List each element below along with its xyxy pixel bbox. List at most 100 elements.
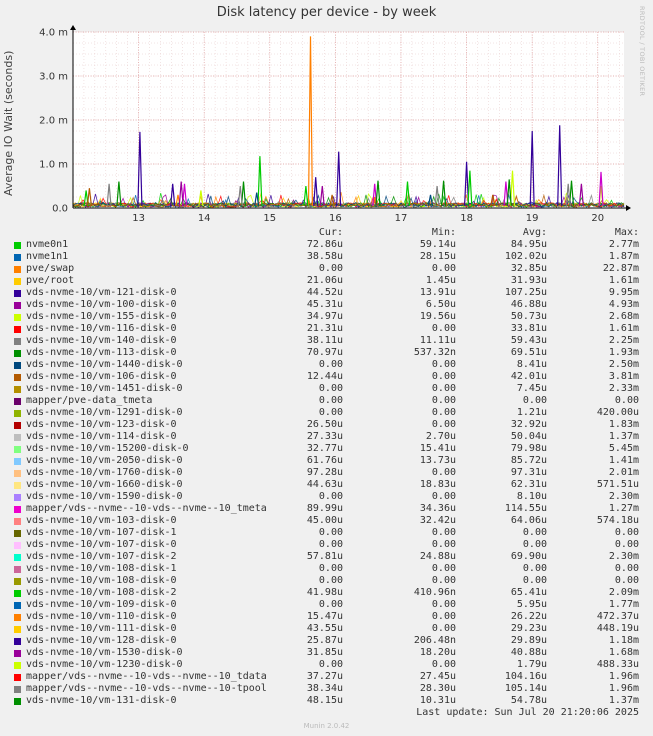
legend-value-cur: 27.33u: [306, 431, 343, 442]
legend-value-avg: 50.73u: [510, 311, 547, 322]
legend-value-cur: 48.15u: [306, 695, 343, 706]
legend-value-cur: 72.86u: [306, 239, 343, 250]
legend-item: vds-nvme-10/vm-108-disk-1 0.00 0.00 0.00 0.0…: [0, 563, 653, 575]
legend-value-avg: 33.81u: [510, 323, 547, 334]
legend-swatch: [14, 626, 21, 633]
legend-item: vds-nvme-10/vm-1760-disk-0 97.28u 0.00 97.3…: [0, 467, 653, 479]
legend-swatch: [14, 362, 21, 369]
legend-series-name: vds-nvme-10/vm-1660-disk-0: [26, 479, 183, 490]
legend-value-avg: 7.45u: [516, 383, 547, 394]
legend-value-cur: 37.27u: [306, 671, 343, 682]
legend-value-min: 0.00: [431, 491, 456, 502]
legend-series-name: vds-nvme-10/vm-140-disk-0: [26, 335, 177, 346]
legend-item: vds-nvme-10/vm-113-disk-0 70.97u 537.32n 69…: [0, 347, 653, 359]
legend-item: vds-nvme-10/vm-111-disk-0 43.55u 0.00 29.23…: [0, 623, 653, 635]
legend-value-cur: 26.50u: [306, 419, 343, 430]
legend-series-name: vds-nvme-10/vm-1291-disk-0: [26, 407, 183, 418]
legend-swatch: [14, 686, 21, 693]
series-spike: [434, 185, 440, 206]
series-spike: [257, 156, 263, 206]
legend-value-max: 1.83m: [608, 419, 639, 430]
y-axis-arrow: [70, 25, 76, 30]
series-spike: [313, 177, 319, 206]
legend-value-avg: 79.98u: [510, 443, 547, 454]
legend-item: vds-nvme-10/vm-107-disk-0 0.00 0.00 0.00 0.0…: [0, 539, 653, 551]
legend-value-max: 574.18u: [596, 515, 639, 526]
legend-value-min: 537.32n: [413, 347, 456, 358]
y-tick-label: 2.0 m: [39, 116, 68, 127]
legend-value-cur: 0.00: [318, 395, 343, 406]
legend-swatch: [14, 326, 21, 333]
legend-series-name: vds-nvme-10/vm-108-disk-2: [26, 587, 177, 598]
legend-item: vds-nvme-10/vm-100-disk-0 45.31u 6.50u 46.8…: [0, 299, 653, 311]
legend-value-avg: 40.88u: [510, 647, 547, 658]
legend-value-max: 1.37m: [608, 695, 639, 706]
legend-value-max: 1.87m: [608, 251, 639, 262]
legend-swatch: [14, 662, 21, 669]
legend-value-max: 1.96m: [608, 683, 639, 694]
legend-item: vds-nvme-10/vm-106-disk-0 12.44u 0.00 42.01…: [0, 371, 653, 383]
legend-value-cur: 0.00: [318, 527, 343, 538]
legend-series-name: nvme0n1: [26, 239, 69, 250]
legend-item: vds-nvme-10/vm-110-disk-0 15.47u 0.00 26.22…: [0, 611, 653, 623]
series-spike: [307, 36, 313, 206]
legend-value-cur: 0.00: [318, 263, 343, 274]
legend-value-avg: 0.00: [522, 563, 547, 574]
legend-series-name: vds-nvme-10/vm-107-disk-1: [26, 527, 177, 538]
series-spike: [336, 151, 342, 206]
legend-value-min: 0.00: [431, 359, 456, 370]
series-spike: [319, 185, 325, 206]
legend-value-cur: 15.47u: [306, 611, 343, 622]
legend-value-min: 1.45u: [425, 275, 456, 286]
legend-value-avg: 1.79u: [516, 659, 547, 670]
legend-item: vds-nvme-10/vm-116-disk-0 21.31u 0.00 33.81…: [0, 323, 653, 335]
legend-value-max: 2.77m: [608, 239, 639, 250]
legend-value-min: 18.20u: [419, 647, 456, 658]
legend-value-cur: 57.81u: [306, 551, 343, 562]
x-axis-arrow: [626, 205, 631, 211]
legend-swatch: [14, 578, 21, 585]
legend-value-cur: 34.97u: [306, 311, 343, 322]
legend-value-min: 0.00: [431, 407, 456, 418]
legend-header-avg: Avg:: [522, 227, 547, 238]
legend-item: vds-nvme-10/vm-107-disk-1 0.00 0.00 0.00 0.0…: [0, 527, 653, 539]
legend-swatch: [14, 566, 21, 573]
legend-value-cur: 89.99u: [306, 503, 343, 514]
legend-value-max: 4.93m: [608, 299, 639, 310]
legend-value-min: 13.91u: [419, 287, 456, 298]
legend-swatch: [14, 482, 21, 489]
legend-series-name: vds-nvme-10/vm-121-disk-0: [26, 287, 177, 298]
series-spike: [106, 183, 112, 206]
legend-value-cur: 0.00: [318, 659, 343, 670]
legend-value-cur: 0.00: [318, 491, 343, 502]
legend-item: vds-nvme-10/vm-140-disk-0 38.11u 11.11u 59.…: [0, 335, 653, 347]
legend-value-min: 0.00: [431, 539, 456, 550]
legend-swatch: [14, 614, 21, 621]
series-spike: [178, 181, 184, 206]
legend-item: mapper/vds--nvme--10-vds--nvme--10-tpool…: [0, 683, 653, 695]
x-tick-label: 14: [198, 213, 211, 224]
legend-value-avg: 8.10u: [516, 491, 547, 502]
legend-value-max: 1.27m: [608, 503, 639, 514]
series-spike: [427, 194, 434, 206]
legend-value-cur: 38.34u: [306, 683, 343, 694]
legend-swatch: [14, 254, 21, 261]
series-spike: [565, 183, 571, 206]
legend-series-name: vds-nvme-10/vm-116-disk-0: [26, 323, 177, 334]
legend-value-avg: 0.00: [522, 575, 547, 586]
legend-value-max: 9.95m: [608, 287, 639, 298]
legend-value-min: 59.14u: [419, 239, 456, 250]
legend-value-cur: 38.58u: [306, 251, 343, 262]
legend-swatch: [14, 638, 21, 645]
legend-value-min: 10.31u: [419, 695, 456, 706]
legend-swatch: [14, 530, 21, 537]
legend-value-avg: 104.16u: [504, 671, 547, 682]
chart-marks: [72, 36, 625, 208]
legend-swatch: [14, 602, 21, 609]
legend-series-name: vds-nvme-10/vm-110-disk-0: [26, 611, 177, 622]
legend-value-min: 19.56u: [419, 311, 456, 322]
x-tick-label: 20: [591, 213, 604, 224]
chart-title: Disk latency per device - by week: [216, 5, 437, 20]
legend-value-avg: 32.85u: [510, 263, 547, 274]
series-spike: [529, 130, 535, 206]
